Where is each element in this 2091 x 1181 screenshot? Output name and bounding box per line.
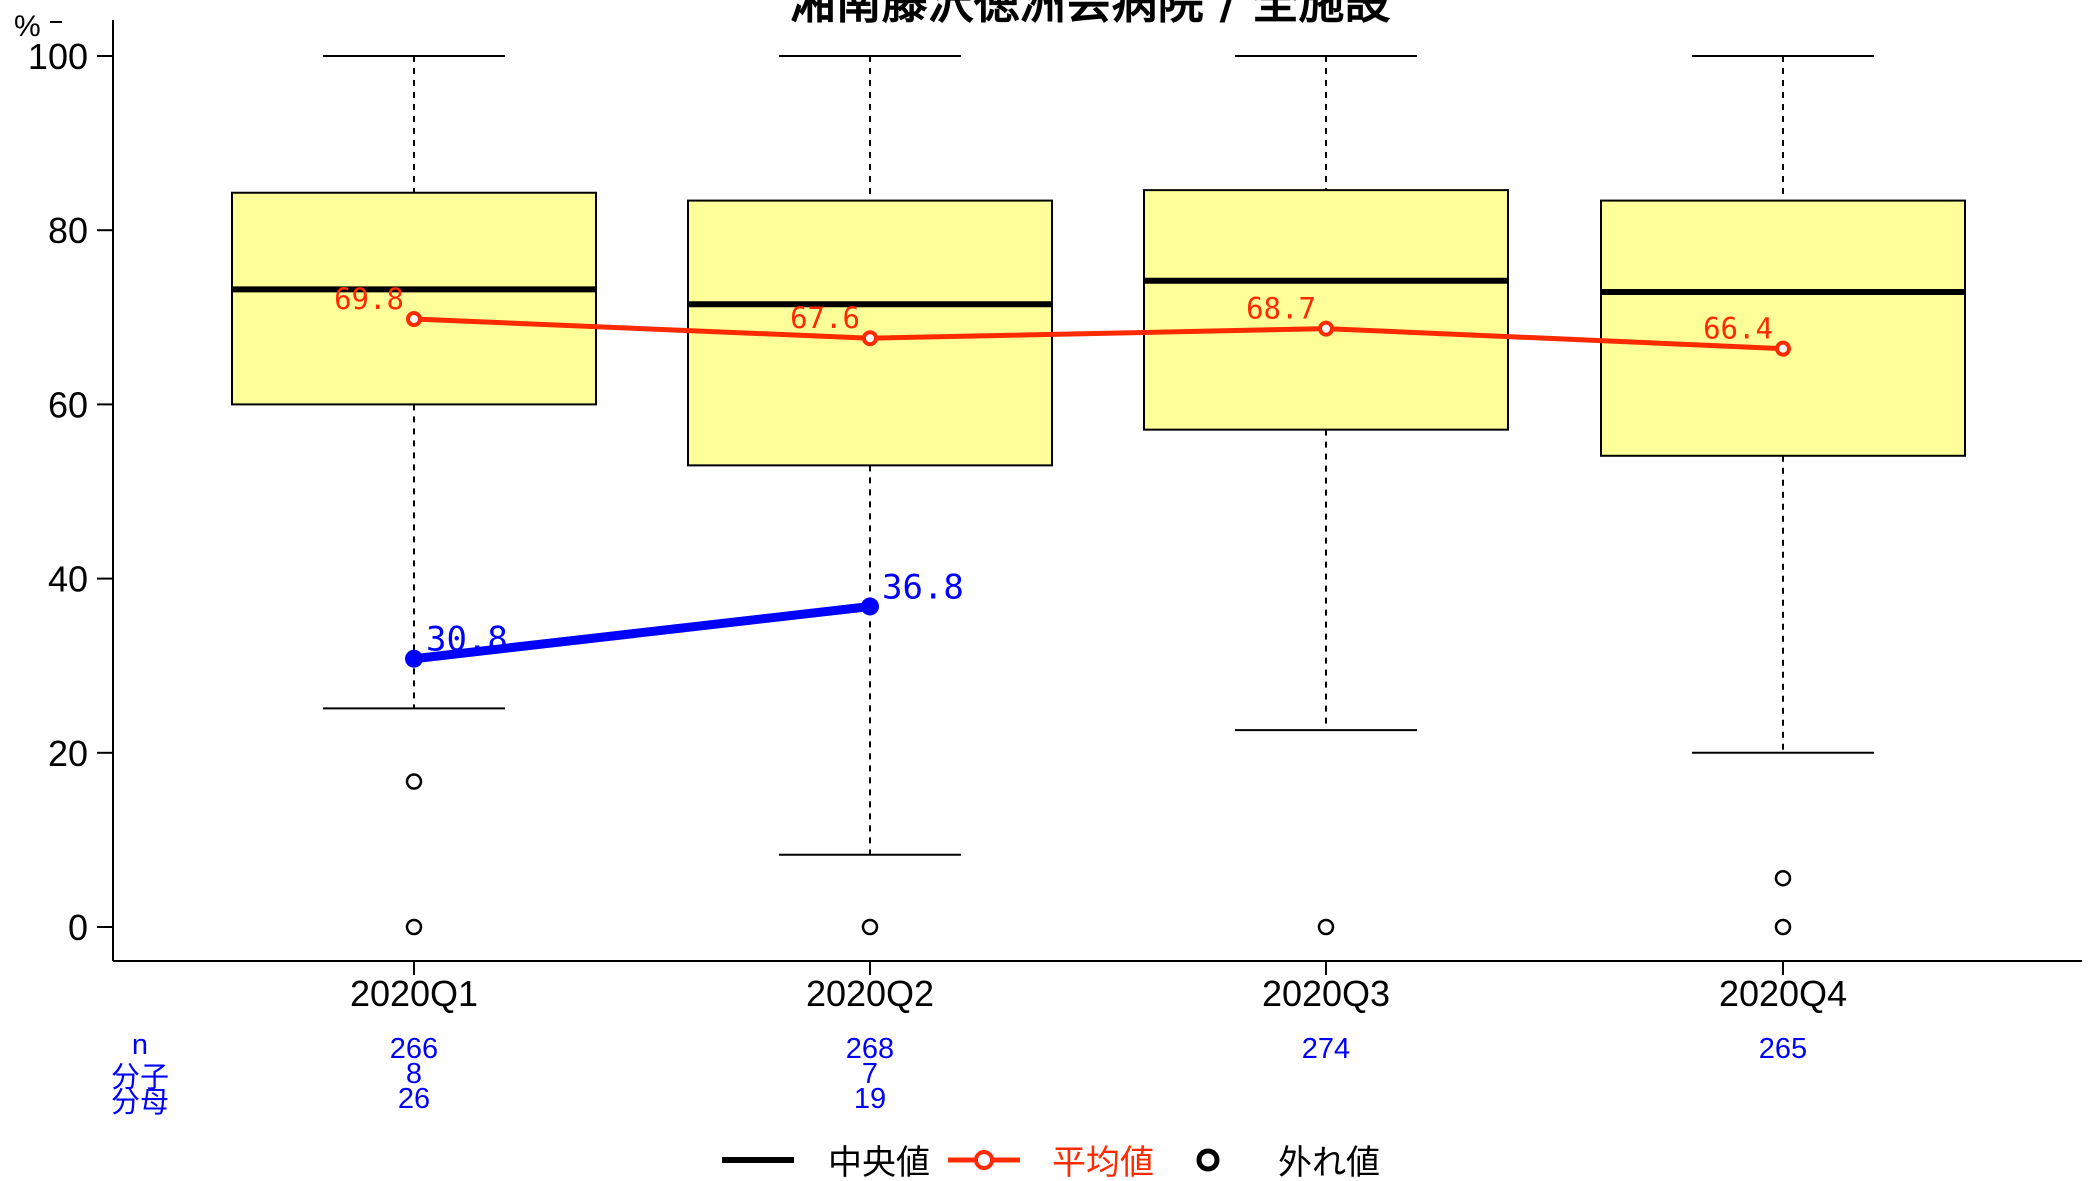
x-tick-label: 2020Q4 xyxy=(1719,973,1847,1014)
outlier-point xyxy=(1317,918,1335,936)
x-axis-ticks: 2020Q1 2020Q2 2020Q3 2020Q4 xyxy=(350,961,1847,1014)
legend-mean-swatch-marker xyxy=(974,1150,994,1170)
mean-series: 69.8 67.6 68.7 66.4 xyxy=(334,282,1791,357)
count-row-label: 分母 xyxy=(111,1087,169,1119)
mean-data-label: 67.6 xyxy=(790,301,860,335)
y-tick-label: 100 xyxy=(28,36,88,77)
mean-data-label: 69.8 xyxy=(334,282,404,316)
legend-mean-label: 平均値 xyxy=(1052,1143,1154,1181)
count-value: 274 xyxy=(1302,1033,1350,1065)
mean-data-label: 66.4 xyxy=(1703,312,1773,346)
outlier-point xyxy=(405,918,423,936)
box-iqr xyxy=(1600,199,1966,457)
y-tick-label: 20 xyxy=(48,733,88,774)
y-axis-ticks: 0 20 40 60 80 100 xyxy=(28,36,113,948)
legend-outlier-label: 外れ値 xyxy=(1278,1143,1380,1181)
count-value: 8 xyxy=(406,1058,422,1090)
x-tick-label: 2020Q3 xyxy=(1262,973,1390,1014)
y-tick-label: 0 xyxy=(68,907,88,948)
mean-point xyxy=(406,311,422,328)
box-iqr xyxy=(1143,189,1509,431)
y-tick-label: 40 xyxy=(48,559,88,600)
count-row-label: n xyxy=(132,1029,148,1061)
hospital-series-line xyxy=(413,602,871,664)
box-2020Q3 xyxy=(1143,55,1509,936)
hospital-point xyxy=(861,597,879,616)
legend-outlier-swatch xyxy=(1196,1148,1220,1172)
count-value: 266 xyxy=(390,1033,438,1065)
chart-title: 湘南藤沢徳洲会病院 / 全施設 xyxy=(790,0,1391,29)
count-value: 265 xyxy=(1759,1033,1807,1065)
count-row-label: 分子 xyxy=(111,1062,169,1094)
box-2020Q4 xyxy=(1600,55,1966,936)
count-value: 268 xyxy=(846,1033,894,1065)
hospital-data-label: 30.8 xyxy=(426,620,508,660)
hospital-series: 30.8 36.8 xyxy=(405,567,964,668)
outlier-point xyxy=(861,918,879,936)
outlier-point xyxy=(1774,918,1792,936)
mean-point xyxy=(1318,320,1334,337)
x-tick-label: 2020Q1 xyxy=(350,973,478,1014)
legend-median-label: 中央値 xyxy=(828,1143,930,1181)
mean-point xyxy=(862,330,878,347)
box-plot-group xyxy=(231,55,1966,936)
mean-series-line xyxy=(413,316,1784,352)
mean-data-label: 68.7 xyxy=(1246,292,1316,326)
count-value: 7 xyxy=(862,1058,878,1090)
box-2020Q2 xyxy=(687,55,1053,936)
y-tick-label: 80 xyxy=(48,210,88,251)
y-axis-unit-label: % xyxy=(14,10,41,43)
y-tick-label: 60 xyxy=(48,384,88,425)
count-value: 26 xyxy=(398,1083,430,1115)
hospital-data-label: 36.8 xyxy=(882,567,964,607)
outlier-point xyxy=(1774,869,1792,887)
count-value: 19 xyxy=(854,1083,886,1115)
outlier-point xyxy=(405,773,423,790)
legend: 中央値 平均値 外れ値 xyxy=(722,1143,1380,1181)
mean-point xyxy=(1775,340,1791,357)
hospital-point xyxy=(405,649,423,668)
box-iqr xyxy=(231,191,597,406)
box-2020Q1 xyxy=(231,55,597,936)
x-tick-label: 2020Q2 xyxy=(806,973,934,1014)
